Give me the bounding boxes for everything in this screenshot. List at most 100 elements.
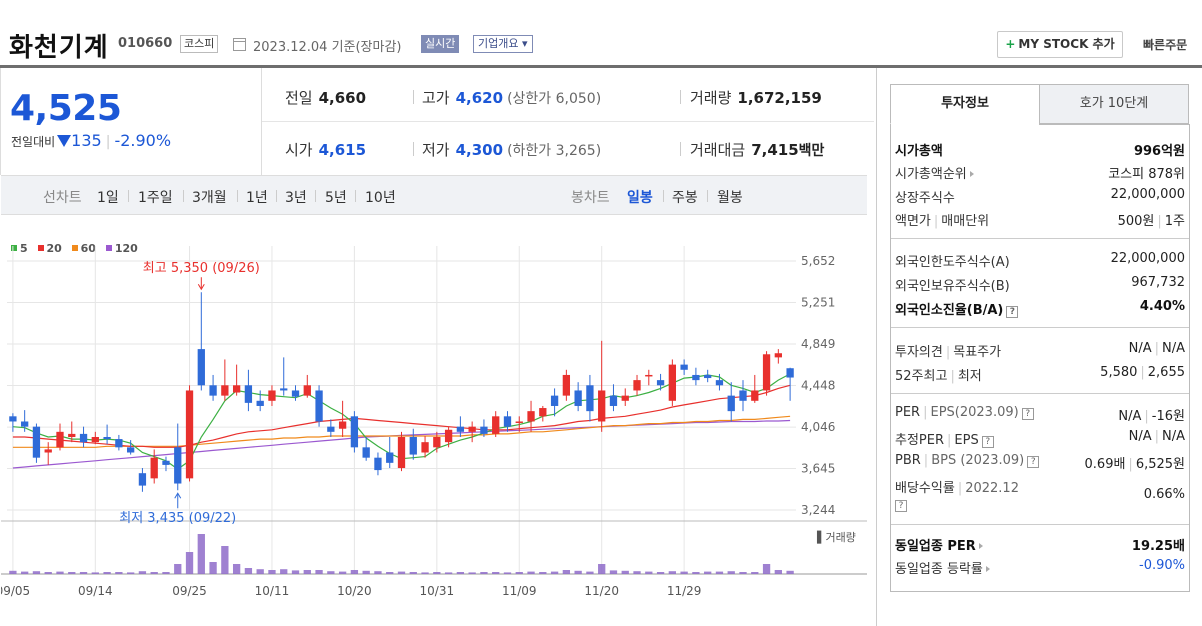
- high-price: 고가 4,620 (상한가 6,050): [422, 87, 601, 108]
- industry-per-label-wrap[interactable]: 동일업종 PER: [895, 535, 983, 554]
- x-tick-label: 11/09: [502, 584, 537, 598]
- high-label: 고가: [422, 89, 450, 107]
- legend-label: 60: [80, 242, 96, 255]
- pbr-value-wrap: 0.69배 | 6,525원: [1085, 453, 1185, 472]
- divider: |: [950, 369, 955, 384]
- w52-value-wrap: 5,580 | 2,655: [1100, 365, 1185, 380]
- price-change: 전일대비 135 | -2.90%: [11, 131, 171, 150]
- tab-order-book[interactable]: 호가 10단계: [1039, 84, 1189, 124]
- foreign-hold-row: 외국인보유주식수(B) 967,732: [895, 275, 1185, 295]
- add-my-stock-button[interactable]: + MY STOCK 추가: [997, 31, 1123, 58]
- foreign-ratio-label-wrap: 외국인소진율(B/A)?: [895, 299, 1019, 318]
- foreign-limit-row: 외국인한도주식수(A) 22,000,000: [895, 251, 1185, 271]
- candle-body: [751, 390, 759, 401]
- prev-close-label: 전일: [285, 89, 313, 107]
- candle-body: [621, 395, 629, 401]
- dividend-date: 2022.12: [965, 481, 1019, 496]
- tab-1d[interactable]: 1일: [97, 190, 119, 206]
- tab-1y[interactable]: 1년: [246, 190, 268, 206]
- help-icon[interactable]: ?: [981, 436, 994, 448]
- company-info-dropdown[interactable]: 기업개요 ▾: [473, 35, 533, 53]
- volume-bar: [692, 572, 700, 574]
- tab-investment-info[interactable]: 투자정보: [890, 84, 1040, 124]
- volume-bar: [492, 572, 500, 574]
- candle-body: [44, 449, 52, 453]
- volume-bar: [138, 571, 147, 574]
- w52-low-value: 2,655: [1147, 365, 1185, 380]
- legend-label: 5: [20, 242, 28, 255]
- volume-bar: [327, 571, 335, 574]
- low-price: 저가 4,300 (하한가 3,265): [422, 139, 601, 160]
- volume-bar: [350, 570, 359, 574]
- cap-rank-label-wrap[interactable]: 시가총액순위: [895, 163, 974, 182]
- foreign-limit-value: 22,000,000: [1110, 251, 1185, 266]
- help-icon[interactable]: ?: [1006, 306, 1019, 318]
- candle-body: [9, 416, 17, 422]
- target-value: N/A: [1162, 341, 1185, 356]
- trade-unit-value: 1주: [1164, 214, 1185, 229]
- tab-10y[interactable]: 10년: [365, 190, 396, 206]
- divider: |: [923, 405, 928, 420]
- tab-1w[interactable]: 1주일: [138, 190, 173, 206]
- help-icon[interactable]: ?: [895, 500, 907, 512]
- open-price: 시가 4,615: [285, 139, 366, 160]
- candle-body: [715, 380, 724, 386]
- candle-body: [468, 426, 476, 432]
- volume-bar: [633, 571, 641, 574]
- divider: |: [933, 214, 939, 229]
- volume-bar: [621, 570, 629, 574]
- plus-icon: +: [1005, 37, 1016, 51]
- per-row: PER | EPS(2023.09)? N/A | -16원: [895, 405, 1185, 425]
- volume-bar: [44, 572, 52, 574]
- volume-bar: [656, 572, 665, 574]
- help-icon[interactable]: ?: [1027, 456, 1040, 468]
- divider: |: [947, 433, 952, 448]
- volume-bar: [550, 571, 559, 574]
- x-tick-label: 10/20: [337, 584, 372, 598]
- help-icon[interactable]: ?: [1021, 408, 1034, 420]
- quick-order-link[interactable]: 빠른주문: [1143, 38, 1188, 52]
- tab-weekly[interactable]: 주봉: [672, 190, 698, 206]
- dividend-label: 배당수익률: [895, 481, 955, 496]
- par-label: 액면가: [895, 214, 931, 229]
- dividend-row: 배당수익률 | 2022.12? 0.66%: [895, 477, 1185, 517]
- volume-bar: [539, 572, 547, 574]
- x-tick-label: 10/31: [420, 584, 455, 598]
- tab-3y[interactable]: 3년: [285, 190, 307, 206]
- tab-monthly[interactable]: 월봉: [717, 190, 743, 206]
- volume-bar: [115, 572, 123, 574]
- industry-rate-label-wrap[interactable]: 동일업종 등락률: [895, 558, 990, 577]
- divider: [355, 190, 356, 202]
- divider: |: [945, 345, 951, 360]
- candle-body: [692, 374, 700, 381]
- realtime-button[interactable]: 실시간: [421, 35, 460, 53]
- tab-5y[interactable]: 5년: [325, 190, 347, 206]
- opinion-value: N/A: [1128, 341, 1152, 356]
- candle-body: [256, 400, 264, 406]
- candle-body: [421, 442, 429, 453]
- divider: |: [1154, 429, 1159, 444]
- candle-body: [586, 385, 594, 412]
- volume-label: ▌거래량: [816, 530, 856, 544]
- shares-value: 22,000,000: [1110, 187, 1185, 202]
- market-cap-value: 996억원: [1133, 144, 1185, 159]
- tab-3m[interactable]: 3개월: [192, 190, 227, 206]
- volume-bar: [433, 572, 441, 574]
- min-arrow-head: [174, 492, 182, 499]
- tab-underline: [1039, 124, 1190, 125]
- volume-bar: [162, 572, 170, 574]
- header-divider: [0, 65, 1202, 68]
- summary-row-divider: [262, 121, 874, 122]
- candle-body: [609, 395, 618, 406]
- candle-body: [174, 447, 182, 484]
- per-value: N/A: [1118, 409, 1142, 424]
- trade-amount: 거래대금 7,415백만: [690, 139, 824, 160]
- price-chart[interactable]: 5 20 60 120 5,652 5,251 4,849 4,448 4,046 3,6…: [1, 216, 867, 626]
- max-arrow-head: [197, 283, 205, 291]
- upper-limit: (상한가 6,050): [507, 91, 602, 107]
- tab-daily[interactable]: 일봉: [627, 190, 653, 206]
- pbr-value: 0.69배: [1084, 457, 1126, 472]
- section-divider: [891, 238, 1189, 239]
- volume-bar: [751, 572, 759, 574]
- divider: [707, 190, 708, 202]
